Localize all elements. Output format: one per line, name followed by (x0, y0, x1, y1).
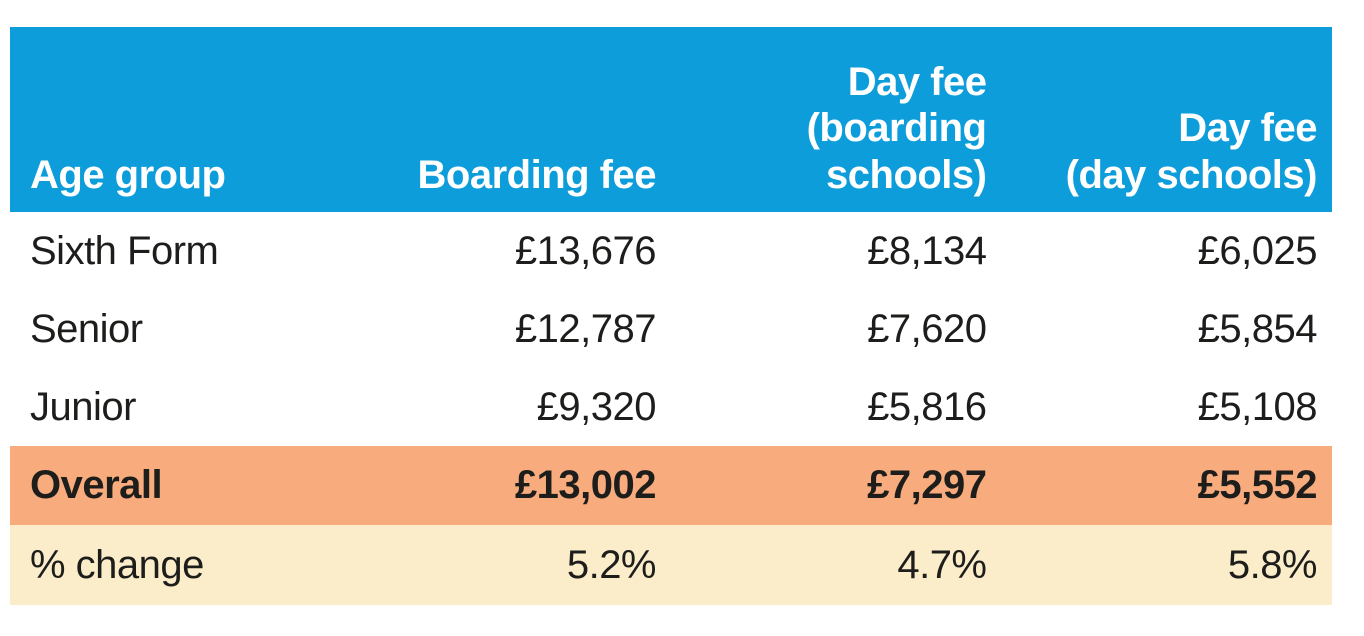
junior-day-fee-boarding: £5,816 (867, 384, 987, 429)
overall-day-fee-boarding: £7,297 (867, 463, 987, 507)
sixth-form-boarding-fee: £13,676 (514, 228, 657, 273)
percent-change-day-fee-boarding: 4.7% (897, 542, 987, 587)
row-label-junior: Junior (30, 384, 136, 429)
table-row-senior: Senior £12,787 £7,620 £5,854 (10, 290, 1332, 368)
row-label-overall: Overall (30, 463, 163, 507)
table-row-overall: Overall £13,002 £7,297 £5,552 (10, 446, 1332, 525)
junior-boarding-fee: £9,320 (536, 384, 657, 429)
overall-boarding-fee: £13,002 (514, 463, 657, 507)
junior-day-fee-day: £5,108 (1197, 384, 1318, 429)
header-day-fee-day-schools: Day fee (day schools) (1065, 106, 1318, 198)
senior-day-fee-boarding: £7,620 (867, 306, 987, 351)
header-boarding-fee: Boarding fee (417, 153, 657, 198)
senior-boarding-fee: £12,787 (514, 306, 657, 351)
table-header-row: Age group Boarding fee Day fee (boarding… (10, 27, 1332, 212)
percent-change-boarding-fee: 5.2% (566, 542, 657, 587)
sixth-form-day-fee-boarding: £8,134 (867, 228, 987, 273)
senior-day-fee-day: £5,854 (1197, 306, 1318, 351)
table-row-percent-change: % change 5.2% 4.7% 5.8% (10, 525, 1332, 605)
header-age-group: Age group (30, 153, 226, 198)
fees-table: Age group Boarding fee Day fee (boarding… (10, 27, 1332, 605)
percent-change-day-fee-day: 5.8% (1227, 542, 1318, 587)
row-label-percent-change: % change (30, 542, 204, 587)
overall-day-fee-day: £5,552 (1197, 463, 1318, 507)
table-row-sixth-form: Sixth Form £13,676 £8,134 £6,025 (10, 212, 1332, 290)
header-day-fee-boarding-schools: Day fee (boarding schools) (806, 59, 987, 198)
row-label-sixth-form: Sixth Form (30, 228, 219, 273)
sixth-form-day-fee-day: £6,025 (1197, 228, 1318, 273)
table-row-junior: Junior £9,320 £5,816 £5,108 (10, 368, 1332, 446)
row-label-senior: Senior (30, 306, 143, 351)
